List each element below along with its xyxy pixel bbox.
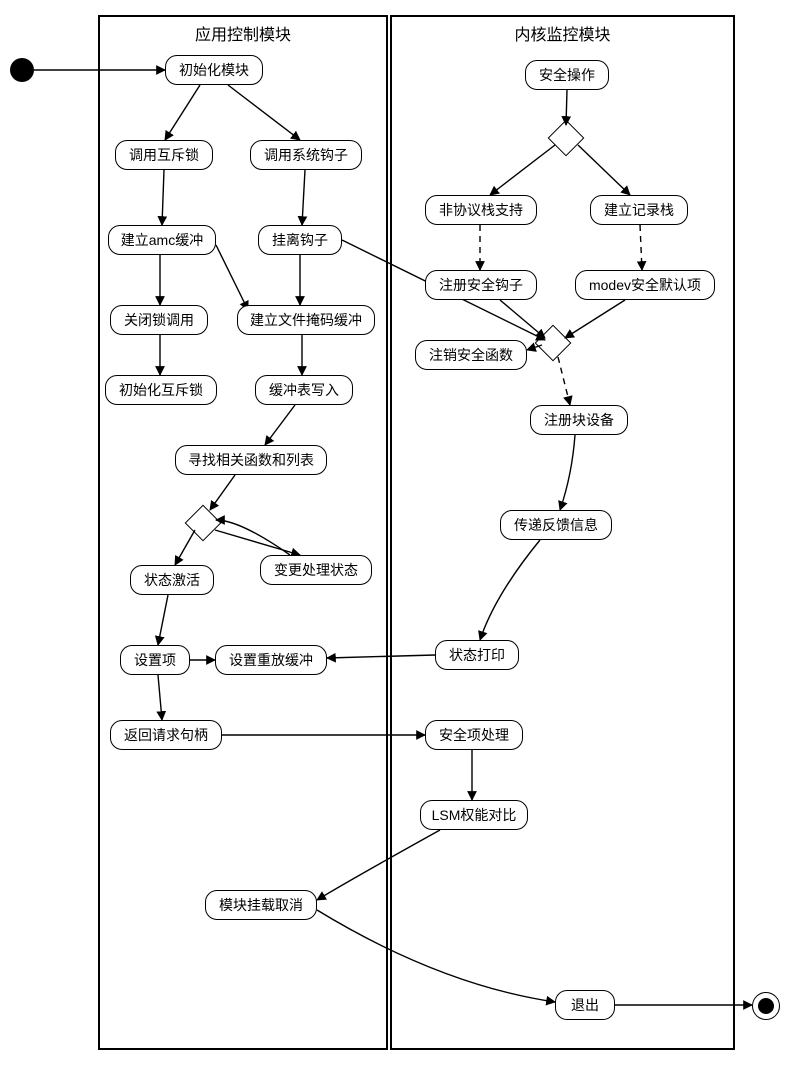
node-state_act: 状态激活 bbox=[130, 565, 214, 595]
node-reg_hook: 注册安全钩子 bbox=[425, 270, 537, 300]
lane-left-title: 应用控制模块 bbox=[100, 21, 386, 45]
node-ret_handle: 返回请求句柄 bbox=[110, 720, 222, 750]
lane-right-title: 内核监控模块 bbox=[392, 21, 733, 45]
node-reg_blk: 注册块设备 bbox=[530, 405, 628, 435]
end-node bbox=[752, 992, 780, 1020]
node-file_mask: 建立文件掩码缓冲 bbox=[237, 305, 375, 335]
node-state_print: 状态打印 bbox=[435, 640, 519, 670]
node-amc_buf: 建立amc缓冲 bbox=[108, 225, 216, 255]
node-safe_op: 安全操作 bbox=[525, 60, 609, 90]
node-set_item: 设置项 bbox=[120, 645, 190, 675]
node-set_replay: 设置重放缓冲 bbox=[215, 645, 327, 675]
node-build_log: 建立记录栈 bbox=[590, 195, 688, 225]
node-init: 初始化模块 bbox=[165, 55, 263, 85]
node-mod_unmount: 模块挂载取消 bbox=[205, 890, 317, 920]
diagram-canvas: 应用控制模块 内核监控模块 初始化模块调用互斥锁 调用系统钩子建立amc缓冲 挂离钩… bbox=[0, 0, 800, 1081]
node-feedback: 传递反馈信息 bbox=[500, 510, 612, 540]
node-close_lock: 关闭锁调用 bbox=[110, 305, 208, 335]
node-lsm_cmp: LSM权能对比 bbox=[420, 800, 528, 830]
node-non_proto: 非协议栈支持 bbox=[425, 195, 537, 225]
node-find_func: 寻找相关函数和列表 bbox=[175, 445, 327, 475]
node-sys_hook: 调用系统钩子 bbox=[250, 140, 362, 170]
node-chg_state: 变更处理状态 bbox=[260, 555, 372, 585]
node-buf_write: 缓冲表写入 bbox=[255, 375, 353, 405]
node-safe_proc: 安全项处理 bbox=[425, 720, 523, 750]
node-modev_def: modev安全默认项 bbox=[575, 270, 715, 300]
node-init_mutex: 初始化互斥锁 bbox=[105, 375, 217, 405]
node-detach_hook: 挂离钩子 bbox=[258, 225, 342, 255]
node-mutex_call: 调用互斥锁 bbox=[115, 140, 213, 170]
node-exit: 退出 bbox=[555, 990, 615, 1020]
start-node bbox=[10, 58, 34, 82]
node-unreg_func: 注销安全函数 bbox=[415, 340, 527, 370]
